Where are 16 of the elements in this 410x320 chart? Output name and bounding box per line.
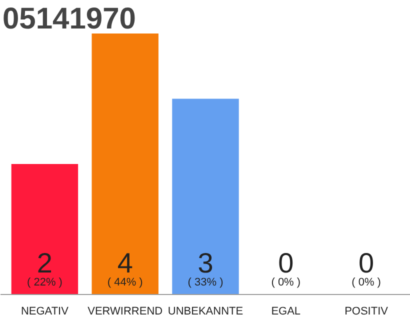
x-tick-label: UNBEKANNTE — [168, 306, 244, 318]
annotation: ( 0% ) — [352, 276, 381, 288]
chart-title: 05141970 — [2, 2, 136, 36]
annotation: ( 22% ) — [26, 276, 62, 288]
data-label: 0 — [358, 248, 374, 278]
data-label: 2 — [36, 248, 53, 278]
data-label: 4 — [117, 248, 133, 278]
data-label: 3 — [198, 248, 214, 278]
annotation: ( 33% ) — [188, 276, 224, 288]
x-tick-label: VERWIRREND — [88, 306, 163, 318]
annotation: ( 0% ) — [271, 276, 301, 288]
x-tick-label: EGAL — [271, 306, 301, 318]
data-label: 0 — [278, 248, 294, 278]
x-tick-label: POSITIV — [344, 306, 389, 318]
annotation: ( 44% ) — [107, 276, 143, 288]
x-tick-label: NEGATIV — [20, 306, 70, 318]
